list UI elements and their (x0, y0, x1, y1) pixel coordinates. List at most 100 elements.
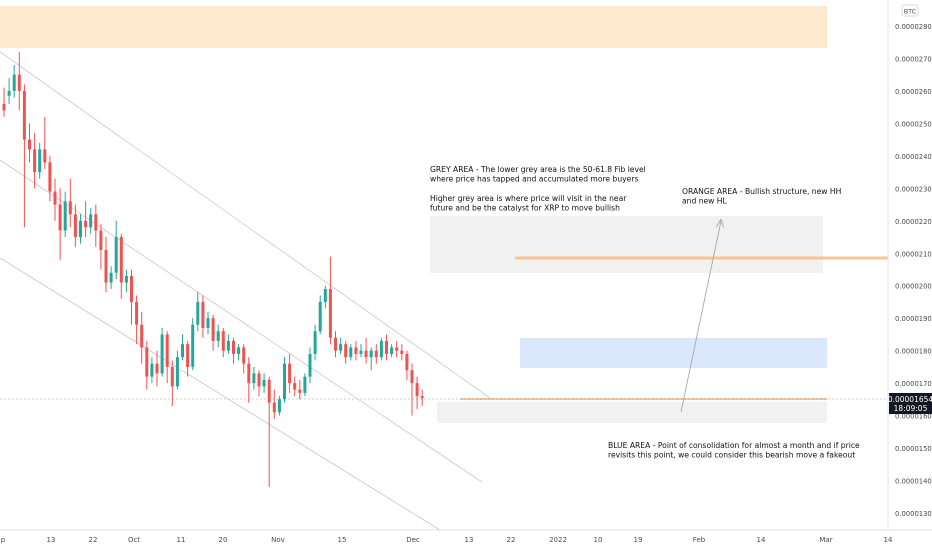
time-tick-label: Nov (271, 536, 285, 544)
candle-body (283, 363, 286, 400)
candle-body (186, 344, 190, 367)
time-tick-label: 22 (89, 536, 98, 544)
candle-body (170, 366, 174, 387)
candle-body (58, 204, 62, 231)
currency-label-box[interactable] (901, 4, 919, 17)
candle-body (293, 383, 297, 390)
candle-body (17, 74, 21, 91)
annotation-line: Higher grey area is where price will vis… (430, 194, 627, 203)
candle-body (33, 149, 37, 173)
grey-area-note: GREY AREA - The lower grey area is the 5… (430, 165, 646, 212)
candle-body (374, 350, 378, 358)
price-tick-label: 0.00001500 (895, 445, 932, 453)
price-tick-label: 0.00001900 (895, 315, 932, 323)
candle-body (308, 353, 312, 377)
candle-body (390, 347, 394, 354)
candle-body (257, 373, 261, 387)
annotation-line: future and be the catalyst for XRP to mo… (430, 203, 620, 212)
candle-body (48, 162, 52, 192)
price-tag-countdown: 18:09:05 (894, 404, 928, 413)
price-tick-label: 0.00002400 (895, 153, 932, 161)
candle-body (354, 347, 358, 354)
candle-body (359, 350, 363, 354)
candle-body (211, 318, 215, 341)
candle-body (420, 396, 424, 399)
time-tick-label: 13 (47, 536, 56, 544)
candle-body (79, 220, 82, 238)
candle-body (150, 363, 154, 377)
candle-body (68, 201, 72, 215)
time-tick-label: 14 (757, 536, 766, 544)
candle-body (89, 214, 93, 228)
time-tick-label: 2022 (549, 536, 567, 544)
candle-body (252, 373, 256, 384)
time-tick-label: 10 (594, 536, 603, 544)
candle-body (135, 301, 139, 325)
time-tick-label: p (1, 536, 6, 544)
price-tag-value: 0.00001654 (888, 395, 932, 404)
price-tick-label: 0.00001300 (895, 510, 932, 518)
lower-grey-zone (437, 402, 827, 423)
candle-body (400, 350, 404, 354)
annotation-line: BLUE AREA - Point of consolidation for a… (608, 441, 860, 450)
candle-body (395, 347, 399, 351)
projection-arrowhead (716, 218, 724, 228)
candle-body (298, 389, 302, 393)
candle-body (262, 379, 266, 387)
candle-body (334, 337, 337, 351)
channel-line-upper (0, 51, 491, 399)
candle-body (221, 331, 225, 351)
channel-line-lower (0, 257, 441, 531)
candle-body (7, 90, 11, 96)
price-tick-label: 0.00002200 (895, 218, 932, 226)
candle-body (94, 214, 98, 231)
candle-body (109, 272, 113, 283)
candle-body (140, 324, 144, 348)
candle-body (206, 318, 210, 328)
candle-body (323, 288, 327, 302)
candle-body (196, 301, 200, 325)
time-tick-label: Oct (128, 536, 140, 544)
price-tick-label: 0.00002700 (895, 55, 932, 63)
candle-body (155, 363, 159, 374)
candle-body (2, 103, 6, 111)
candle-body (369, 350, 373, 358)
time-tick-label: Mar (819, 536, 832, 544)
candle-body (349, 347, 353, 358)
candle-body (277, 399, 281, 413)
candle-body (38, 149, 42, 173)
candle-body (145, 347, 149, 377)
candle-body (328, 288, 332, 338)
candle-body (303, 376, 307, 393)
time-tick-label: 13 (465, 536, 474, 544)
higher-grey-zone (430, 216, 823, 273)
price-tick-label: 0.00001600 (895, 413, 932, 421)
candle-body (53, 191, 57, 205)
candle-body (247, 363, 251, 384)
price-axis: 0.00001300 0.00001400 0.00001500 0.00001600… (895, 23, 932, 518)
time-tick-label: 20 (219, 536, 228, 544)
candle-body (415, 383, 419, 397)
price-tick-label: 0.00001700 (895, 380, 932, 388)
time-tick-label: 19 (634, 536, 643, 544)
candle-body (43, 149, 47, 163)
candle-body (288, 363, 292, 384)
candle-body (165, 334, 169, 367)
candle-body (405, 353, 409, 371)
time-tick-label: Dec (406, 536, 420, 544)
orange-area-note: ORANGE AREA - Bullish structure, new HHa… (682, 187, 841, 206)
candle-body (114, 237, 118, 273)
time-axis: p 13 22 Oct 11 20 Nov 15 Dec 13 22 2022 10 19 Feb 14 Mar… (1, 536, 893, 544)
candle-body (364, 350, 368, 358)
time-tick-label: 14 (884, 536, 893, 544)
currency-label: BTC (904, 8, 917, 16)
candle-body (12, 74, 16, 91)
candle-body (124, 275, 128, 283)
candle-body (119, 237, 123, 283)
candle-body (379, 340, 383, 358)
price-tick-label: 0.00002800 (895, 23, 932, 31)
time-tick-label: 11 (177, 536, 186, 544)
price-tick-label: 0.00002600 (895, 88, 932, 96)
candle-body (181, 344, 184, 358)
